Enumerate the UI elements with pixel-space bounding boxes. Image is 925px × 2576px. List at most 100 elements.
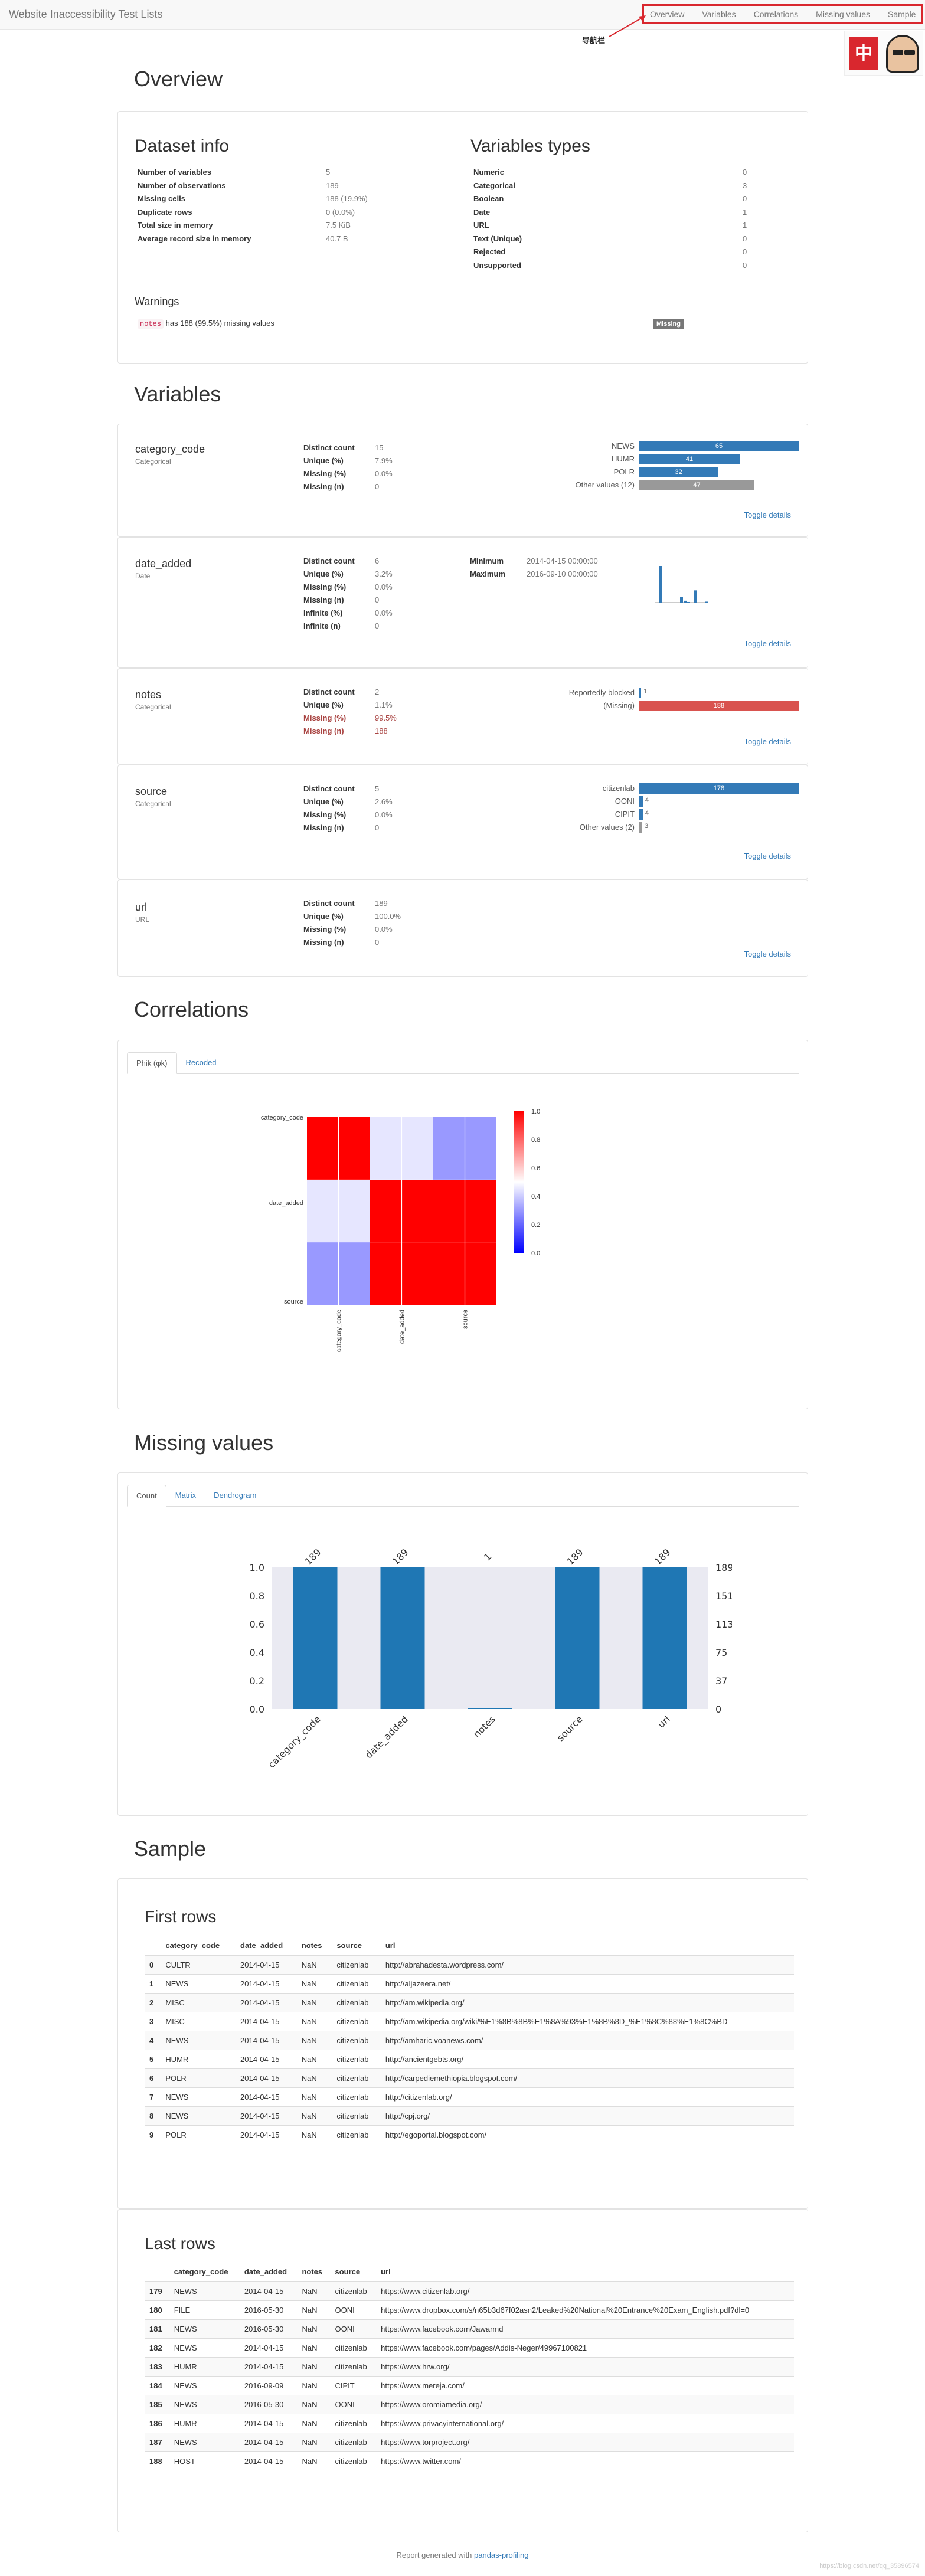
stat-value: 188	[375, 726, 388, 735]
table-row: 4 NEWS 2014-04-15 NaN citizenlab http://amhar…	[145, 2031, 794, 2050]
histogram-bar	[684, 600, 687, 603]
variables-types-title: Variables types	[470, 136, 590, 156]
missing-category-label: source	[555, 1713, 585, 1743]
freq-bar	[639, 688, 641, 698]
correlations-tabs: Phik (φk) Recoded	[127, 1052, 799, 1074]
warning-text: has 188 (99.5%) missing values	[165, 319, 274, 328]
stat-label: Missing (n)	[303, 726, 344, 735]
table-cell: 2014-04-15	[236, 1974, 297, 1994]
stat-label: Distinct count	[303, 688, 355, 696]
info-label: Date	[473, 207, 491, 217]
table-row: 180 FILE 2016-05-30 NaN OONI https://www.drop…	[145, 2300, 794, 2320]
table-row: 188 HOST 2014-04-15 NaN citizenlab https://ww…	[145, 2451, 794, 2470]
warning-var[interactable]: notes	[138, 319, 164, 329]
info-value: 1	[743, 207, 747, 217]
nav-sample[interactable]: Sample	[888, 9, 916, 19]
nav-missing-values[interactable]: Missing values	[816, 9, 870, 19]
table-cell: 2014-04-15	[239, 2357, 298, 2377]
freq-bar: 41	[639, 454, 740, 464]
colorbar-tick: 0.0	[531, 1250, 540, 1257]
table-cell: 2014-04-15	[236, 1955, 297, 1975]
info-value: 189	[326, 181, 339, 190]
table-cell: 2014-04-15	[236, 1993, 297, 2012]
missing-bar-label: 189	[652, 1547, 673, 1567]
table-cell: 2014-04-15	[239, 2451, 298, 2470]
footer-link[interactable]: pandas-profiling	[474, 2551, 529, 2559]
table-cell: NaN	[297, 2376, 331, 2395]
table-cell: citizenlab	[332, 2050, 381, 2069]
tab-dendrogram[interactable]: Dendrogram	[214, 1491, 257, 1500]
toggle-details-link[interactable]: Toggle details	[744, 950, 792, 958]
missing-bar	[468, 1708, 512, 1709]
logo-glyph: 中	[849, 37, 878, 70]
table-row: 2 MISC 2014-04-15 NaN citizenlab http://am.wi…	[145, 1993, 794, 2012]
table-cell: NaN	[296, 2050, 332, 2069]
table-header: category_code	[169, 2263, 240, 2282]
table-row: 0 CULTR 2014-04-15 NaN citizenlab http://abra…	[145, 1955, 794, 1975]
info-value: 1	[743, 221, 747, 230]
tab-phik[interactable]: Phik (φk)	[127, 1052, 177, 1074]
stat-value: 2014-04-15 00:00:00	[527, 557, 598, 565]
missing-bar	[642, 1567, 687, 1709]
table-cell: 2014-04-15	[236, 2125, 297, 2144]
table-cell: citizenlab	[332, 1974, 381, 1994]
tab-count[interactable]: Count	[127, 1485, 166, 1507]
tab-matrix[interactable]: Matrix	[175, 1491, 197, 1500]
table-cell: https://www.citizenlab.org/	[376, 2281, 794, 2301]
table-cell: NaN	[297, 2319, 331, 2339]
table-cell: NEWS	[161, 1974, 236, 1994]
table-row: 3 MISC 2014-04-15 NaN citizenlab http://am.wi…	[145, 2012, 794, 2031]
brand-title[interactable]: Website Inaccessibility Test Lists	[9, 8, 163, 20]
table-cell: https://www.twitter.com/	[376, 2451, 794, 2470]
toggle-details-link[interactable]: Toggle details	[744, 852, 792, 860]
histogram-bar	[687, 601, 690, 603]
watermark-text: https://blog.csdn.net/qq_35896574	[819, 2562, 919, 2570]
nav-links: Overview Variables Correlations Missing …	[642, 4, 923, 24]
info-label: Categorical	[473, 181, 515, 190]
variable-date-added: date_added Date Distinct count 6 Unique (%…	[117, 537, 808, 668]
colorbar	[514, 1111, 524, 1253]
variable-notes: notes Categorical Distinct count 2 Unique …	[117, 668, 808, 765]
stat-label: Missing (%)	[303, 713, 347, 722]
table-row: 9 POLR 2014-04-15 NaN citizenlab http://egopo…	[145, 2125, 794, 2144]
nav-correlations[interactable]: Correlations	[753, 9, 799, 19]
tab-recoded[interactable]: Recoded	[185, 1058, 217, 1067]
info-value: 0	[743, 194, 747, 203]
last-rows-table: category_code date_added notes source url 179…	[145, 2263, 794, 2470]
sample-title: Sample	[134, 1837, 207, 1861]
table-cell: http://citizenlab.org/	[380, 2087, 794, 2107]
table-cell: https://www.oromiamedia.org/	[376, 2395, 794, 2414]
table-cell: HOST	[169, 2451, 240, 2470]
variables-title: Variables	[134, 382, 221, 406]
row-index: 182	[145, 2338, 169, 2358]
missing-right-tick: 37	[715, 1675, 727, 1687]
table-cell: citizenlab	[332, 2125, 381, 2144]
table-cell: https://www.hrw.org/	[376, 2357, 794, 2377]
table-cell: OONI	[330, 2319, 377, 2339]
table-header: url	[380, 1936, 794, 1956]
nav-overview[interactable]: Overview	[650, 9, 685, 19]
stat-label: Missing (n)	[303, 482, 344, 491]
missing-count-chart: 189 category_code 189 date_added 1 notes 189 so…	[250, 1547, 732, 1771]
table-cell: 2014-04-15	[239, 2414, 298, 2433]
freq-bar: 188	[639, 701, 799, 711]
toggle-details-link[interactable]: Toggle details	[744, 510, 792, 519]
table-row: 7 NEWS 2014-04-15 NaN citizenlab http://citiz…	[145, 2087, 794, 2107]
overview-title: Overview	[134, 67, 223, 91]
table-cell: citizenlab	[332, 2106, 381, 2126]
table-cell: NaN	[297, 2300, 331, 2320]
missing-left-tick: 0.2	[250, 1675, 264, 1687]
warning-row: notes has 188 (99.5%) missing values	[138, 319, 274, 329]
info-label: Total size in memory	[138, 221, 213, 230]
table-cell: 2014-04-15	[239, 2338, 298, 2358]
nav-variables[interactable]: Variables	[702, 9, 736, 19]
stat-value: 100.0%	[375, 912, 401, 921]
avatar	[886, 35, 919, 73]
freq-bar	[639, 796, 643, 807]
last-rows-panel: Last rows category_code date_added notes so…	[117, 2209, 808, 2532]
info-value: 0 (0.0%)	[326, 207, 355, 217]
toggle-details-link[interactable]: Toggle details	[744, 639, 792, 648]
toggle-details-link[interactable]: Toggle details	[744, 737, 792, 746]
table-cell: 2016-05-30	[239, 2395, 298, 2414]
row-index: 3	[145, 2012, 161, 2031]
